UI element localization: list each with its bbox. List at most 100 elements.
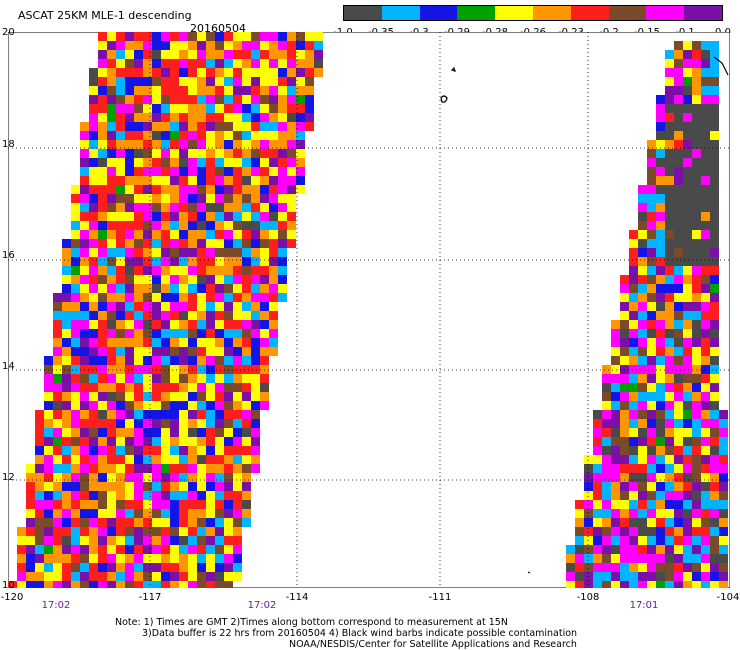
wind-cell (89, 104, 98, 113)
wind-cell (692, 446, 701, 455)
wind-cell (188, 185, 197, 194)
wind-cell (98, 365, 107, 374)
wind-cell (8, 581, 17, 588)
wind-cell (656, 554, 665, 563)
wind-cell (170, 86, 179, 95)
wind-cell (215, 554, 224, 563)
wind-cell (305, 122, 314, 131)
wind-cell (107, 401, 116, 410)
legend-swatch (608, 6, 647, 20)
wind-cell (611, 563, 620, 572)
wind-cell (251, 311, 260, 320)
wind-cell (611, 518, 620, 527)
wind-cell (233, 203, 242, 212)
wind-cell (179, 203, 188, 212)
wind-cell (701, 176, 710, 185)
wind-cell (674, 329, 683, 338)
wind-cell (125, 419, 134, 428)
wind-cell (98, 410, 107, 419)
wind-cell (215, 428, 224, 437)
wind-cell (89, 248, 98, 257)
note-line-3: NOAA/NESDIS/Center for Satellite Applica… (289, 639, 577, 650)
wind-cell (71, 293, 80, 302)
wind-cell (638, 347, 647, 356)
wind-cell (206, 104, 215, 113)
wind-cell (197, 104, 206, 113)
wind-cell (665, 293, 674, 302)
wind-cell (161, 347, 170, 356)
wind-cell (125, 185, 134, 194)
wind-cell (260, 338, 269, 347)
wind-cell (188, 311, 197, 320)
wind-cell (62, 401, 71, 410)
wind-cell (215, 50, 224, 59)
wind-cell (206, 158, 215, 167)
wind-cell (665, 203, 674, 212)
wind-cell (125, 410, 134, 419)
wind-cell (656, 293, 665, 302)
wind-cell (224, 113, 233, 122)
wind-cell (80, 185, 89, 194)
wind-cell (638, 356, 647, 365)
wind-cell (152, 554, 161, 563)
wind-cell (278, 230, 287, 239)
wind-cell (161, 509, 170, 518)
wind-cell (665, 491, 674, 500)
wind-cell (188, 347, 197, 356)
wind-cell (233, 545, 242, 554)
wind-cell (683, 86, 692, 95)
wind-cell (71, 320, 80, 329)
wind-cell (251, 383, 260, 392)
wind-cell (683, 59, 692, 68)
wind-cell (692, 554, 701, 563)
wind-cell (197, 437, 206, 446)
wind-cell (98, 320, 107, 329)
wind-cell (674, 365, 683, 374)
wind-cell (98, 32, 107, 41)
wind-cell (44, 572, 53, 581)
wind-cell (206, 329, 215, 338)
wind-cell (278, 293, 287, 302)
wind-cell (719, 518, 728, 527)
wind-cell (98, 149, 107, 158)
wind-cell (674, 320, 683, 329)
wind-cell (296, 95, 305, 104)
wind-cell (611, 491, 620, 500)
wind-cell (80, 266, 89, 275)
wind-cell (710, 329, 719, 338)
wind-cell (710, 428, 719, 437)
wind-cell (269, 167, 278, 176)
wind-cell (116, 563, 125, 572)
wind-cell (161, 383, 170, 392)
wind-cell (170, 356, 179, 365)
wind-cell (260, 131, 269, 140)
wind-cell (134, 311, 143, 320)
wind-cell (125, 500, 134, 509)
lon-label: -120 (0, 592, 24, 603)
wind-cell (638, 428, 647, 437)
wind-cell (80, 581, 89, 588)
wind-cell (620, 329, 629, 338)
wind-cell (134, 149, 143, 158)
wind-cell (89, 131, 98, 140)
wind-cell (125, 392, 134, 401)
wind-cell (152, 527, 161, 536)
wind-cell (656, 329, 665, 338)
wind-cell (125, 194, 134, 203)
wind-cell (179, 491, 188, 500)
wind-cell (233, 293, 242, 302)
wind-cell (710, 284, 719, 293)
wind-cell (197, 113, 206, 122)
wind-cell (80, 302, 89, 311)
wind-cell (53, 392, 62, 401)
wind-cell (134, 194, 143, 203)
wind-cell (674, 554, 683, 563)
wind-cell (296, 122, 305, 131)
wind-cell (629, 410, 638, 419)
wind-cell (593, 446, 602, 455)
wind-cell (233, 320, 242, 329)
wind-cell (44, 446, 53, 455)
wind-cell (197, 455, 206, 464)
wind-cell (170, 509, 179, 518)
wind-cell (206, 59, 215, 68)
